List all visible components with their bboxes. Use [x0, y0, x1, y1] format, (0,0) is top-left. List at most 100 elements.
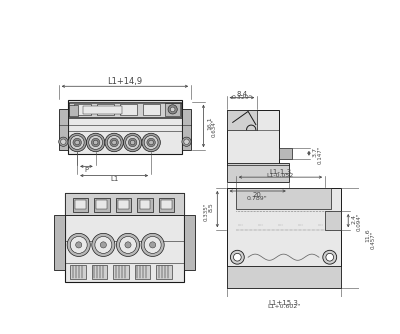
- Bar: [325, 211, 340, 230]
- Bar: [135, 265, 150, 279]
- Text: L1+0.602": L1+0.602": [267, 304, 300, 309]
- Circle shape: [75, 140, 80, 145]
- Text: 8.5: 8.5: [209, 202, 214, 212]
- Text: L1+15.3: L1+15.3: [269, 300, 298, 306]
- Bar: [113, 265, 129, 279]
- Circle shape: [125, 242, 131, 248]
- Bar: [116, 198, 131, 212]
- Text: 11.6: 11.6: [366, 228, 371, 242]
- Circle shape: [68, 133, 86, 152]
- Bar: [120, 104, 137, 115]
- Circle shape: [100, 242, 106, 248]
- Circle shape: [70, 136, 84, 149]
- Bar: [83, 106, 122, 114]
- Bar: [226, 110, 279, 165]
- Bar: [226, 267, 340, 288]
- Bar: [59, 109, 68, 150]
- Bar: [97, 104, 114, 115]
- Circle shape: [234, 254, 241, 261]
- Bar: [156, 265, 172, 279]
- Circle shape: [147, 138, 155, 147]
- Circle shape: [95, 236, 112, 254]
- Circle shape: [323, 250, 337, 264]
- Text: 0.789": 0.789": [247, 196, 268, 201]
- Circle shape: [105, 133, 123, 152]
- Circle shape: [61, 139, 66, 144]
- Bar: [65, 193, 184, 282]
- Text: L1: L1: [110, 176, 118, 182]
- Bar: [159, 198, 174, 212]
- Circle shape: [142, 133, 160, 152]
- Text: 3.7: 3.7: [313, 147, 318, 157]
- Bar: [70, 265, 86, 279]
- Circle shape: [110, 138, 118, 147]
- Circle shape: [67, 233, 90, 257]
- Circle shape: [128, 138, 137, 147]
- Text: 0.147": 0.147": [317, 146, 322, 164]
- Text: L1-1.3: L1-1.3: [269, 169, 292, 175]
- Circle shape: [130, 140, 135, 145]
- Circle shape: [93, 140, 98, 145]
- Bar: [279, 148, 292, 159]
- Text: L1+14,9: L1+14,9: [107, 77, 142, 86]
- Bar: [137, 198, 153, 212]
- Circle shape: [59, 137, 68, 146]
- Bar: [226, 163, 289, 182]
- Circle shape: [116, 233, 140, 257]
- Circle shape: [144, 236, 161, 254]
- Circle shape: [168, 105, 177, 114]
- Circle shape: [144, 136, 158, 149]
- Circle shape: [92, 138, 100, 147]
- Bar: [182, 109, 191, 150]
- Bar: [65, 193, 184, 215]
- Circle shape: [170, 107, 175, 112]
- Bar: [118, 200, 129, 209]
- Text: 2.4: 2.4: [352, 214, 357, 224]
- Circle shape: [107, 136, 121, 149]
- Bar: [69, 105, 78, 116]
- Circle shape: [70, 236, 87, 254]
- Circle shape: [120, 236, 136, 254]
- Bar: [184, 215, 195, 270]
- Circle shape: [126, 136, 140, 149]
- Circle shape: [76, 242, 82, 248]
- Text: P: P: [84, 167, 88, 173]
- Text: 0.335": 0.335": [204, 202, 209, 220]
- Circle shape: [123, 133, 142, 152]
- Circle shape: [184, 139, 189, 144]
- Bar: [236, 188, 331, 209]
- Bar: [96, 200, 107, 209]
- Bar: [92, 265, 107, 279]
- Text: 0.094": 0.094": [356, 213, 362, 231]
- Circle shape: [182, 137, 191, 146]
- Bar: [144, 104, 160, 115]
- Bar: [94, 198, 110, 212]
- Bar: [74, 104, 91, 115]
- Bar: [72, 198, 88, 212]
- Circle shape: [92, 233, 115, 257]
- Text: 0.634": 0.634": [212, 119, 217, 137]
- Circle shape: [141, 233, 164, 257]
- Text: 0.329": 0.329": [232, 95, 252, 100]
- Text: 20: 20: [253, 192, 262, 198]
- Bar: [69, 102, 181, 117]
- Circle shape: [86, 133, 105, 152]
- Bar: [165, 103, 180, 116]
- Bar: [68, 100, 182, 154]
- Circle shape: [230, 250, 244, 264]
- Circle shape: [73, 138, 82, 147]
- Circle shape: [112, 140, 116, 145]
- Text: 16.1: 16.1: [207, 117, 212, 131]
- Text: 0.457": 0.457": [370, 231, 375, 249]
- Circle shape: [326, 254, 334, 261]
- Circle shape: [150, 242, 156, 248]
- Bar: [226, 188, 340, 288]
- Bar: [54, 215, 65, 270]
- Bar: [75, 200, 86, 209]
- Circle shape: [149, 140, 154, 145]
- Text: L1-0.052: L1-0.052: [267, 173, 294, 178]
- Circle shape: [89, 136, 102, 149]
- Bar: [161, 200, 172, 209]
- Text: 8.4: 8.4: [236, 91, 248, 97]
- Bar: [140, 200, 150, 209]
